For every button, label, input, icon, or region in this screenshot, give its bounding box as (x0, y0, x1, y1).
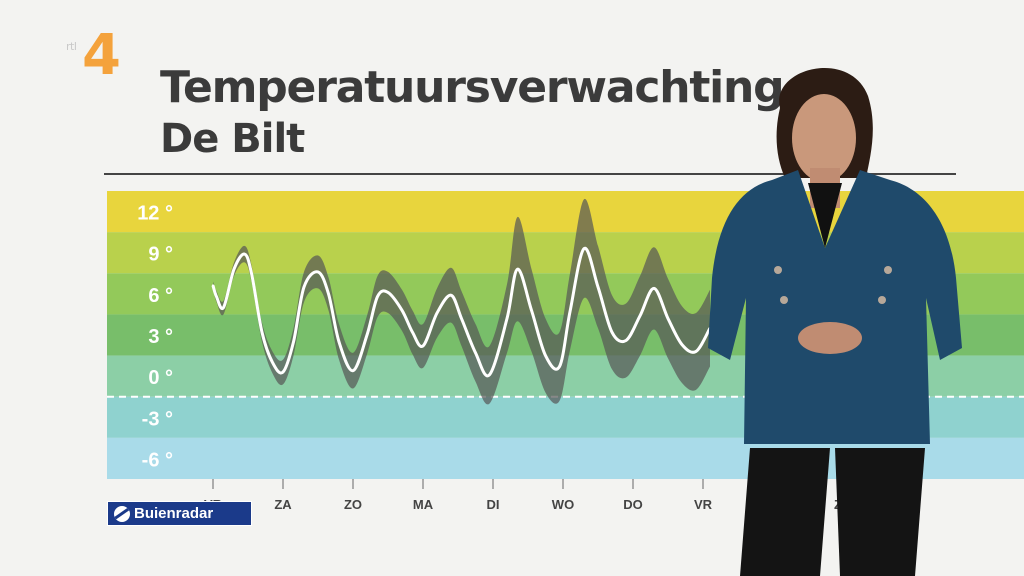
data-point (694, 350, 698, 353)
data-point (680, 343, 684, 346)
data-point (243, 252, 246, 256)
title-line1: Temperatuursverwachting (160, 62, 785, 113)
x-day-label: VR (694, 497, 713, 512)
data-point (516, 267, 519, 271)
y-tick-label: 6 ° (148, 285, 173, 307)
title-line2: De Bilt (160, 116, 305, 162)
x-day-label: MA (413, 497, 434, 512)
x-day-label: WO (552, 497, 574, 512)
buienradar-icon (114, 505, 130, 522)
data-point (215, 295, 218, 298)
data-point (582, 247, 586, 250)
data-point (250, 272, 253, 275)
data-point (327, 292, 330, 296)
buienradar-label: Buienradar (134, 505, 214, 522)
data-point (596, 285, 600, 289)
x-day-label: DO (623, 497, 643, 512)
presenter (708, 67, 962, 576)
data-point (386, 291, 390, 294)
x-day-label: DI (487, 497, 500, 512)
rtl4-logo: rtl 4 (66, 28, 126, 86)
data-point (449, 294, 453, 297)
y-tick-label: 0 ° (148, 367, 173, 389)
data-point (488, 373, 491, 376)
data-point (222, 306, 225, 309)
data-point (505, 317, 509, 320)
data-point (666, 317, 670, 320)
data-point (435, 311, 439, 315)
y-tick-label: -3 ° (142, 408, 173, 430)
data-point (610, 331, 614, 334)
data-point (411, 331, 414, 334)
data-point (337, 340, 341, 344)
data-point (474, 351, 477, 355)
data-point (558, 365, 561, 368)
data-point (624, 339, 628, 342)
data-point (211, 284, 215, 287)
title-rule (104, 173, 956, 175)
data-point (232, 267, 236, 271)
x-day-label: ZA (274, 497, 292, 512)
data-point (365, 333, 369, 337)
data-point (271, 361, 274, 364)
data-point (530, 309, 533, 312)
y-tick-label: 3 ° (148, 326, 173, 348)
buienradar-badge: Buienradar (107, 501, 252, 526)
data-point (316, 270, 320, 274)
x-day-label: ZO (344, 497, 362, 512)
data-point (638, 314, 642, 317)
data-point (260, 331, 264, 334)
data-point (400, 309, 404, 312)
page-title: Temperatuursverwachting De Bilt (160, 62, 785, 164)
channel-small: rtl (66, 40, 77, 53)
data-point (302, 285, 306, 289)
y-tick-label: 9 ° (148, 244, 173, 266)
data-point (292, 340, 295, 344)
data-point (351, 369, 355, 372)
forecast-line (211, 246, 712, 378)
data-point (460, 317, 463, 320)
y-tick-label: 12 ° (137, 203, 173, 225)
data-point (568, 310, 572, 313)
y-tick-label: -6 ° (142, 449, 173, 471)
channel-number: 4 (82, 23, 121, 88)
data-point (544, 354, 547, 357)
data-point (281, 370, 285, 374)
data-point (376, 295, 379, 298)
data-point (421, 344, 425, 348)
data-point (652, 287, 656, 290)
